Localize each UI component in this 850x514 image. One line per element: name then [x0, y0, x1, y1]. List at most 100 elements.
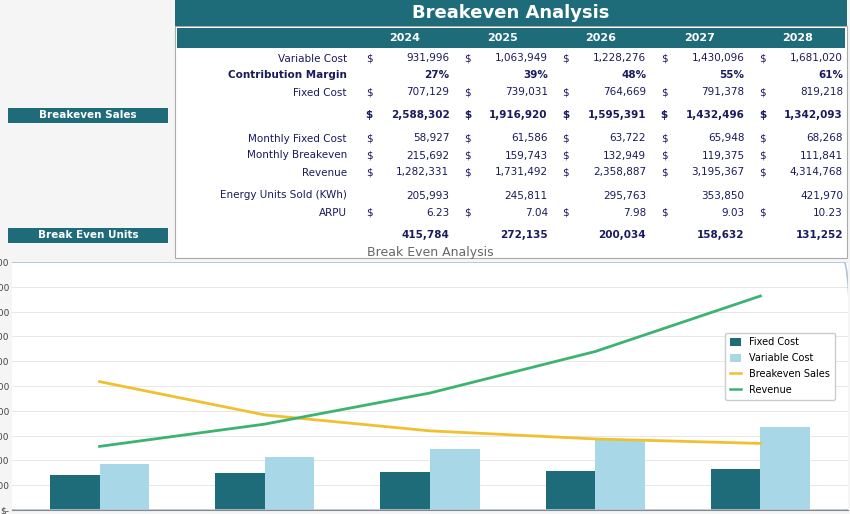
- Text: 27%: 27%: [424, 70, 450, 81]
- Text: 205,993: 205,993: [406, 191, 450, 200]
- Text: $: $: [661, 134, 667, 143]
- Text: 415,784: 415,784: [401, 230, 450, 241]
- Text: $: $: [661, 208, 667, 217]
- Text: Revenue: Revenue: [302, 168, 347, 177]
- Text: 200,034: 200,034: [598, 230, 646, 241]
- Text: ARPU: ARPU: [319, 208, 347, 217]
- Breakeven Sales: [94, 378, 105, 384]
- Text: 1,063,949: 1,063,949: [495, 53, 547, 64]
- Bar: [430, 449, 479, 510]
- Text: 819,218: 819,218: [800, 87, 843, 98]
- Text: 131,252: 131,252: [796, 230, 843, 241]
- Text: 6.23: 6.23: [426, 208, 450, 217]
- Text: $: $: [464, 151, 471, 160]
- Text: 9.03: 9.03: [722, 208, 745, 217]
- Text: 3,195,367: 3,195,367: [691, 168, 745, 177]
- Bar: [761, 427, 810, 510]
- Text: 739,031: 739,031: [505, 87, 547, 98]
- Text: 63,722: 63,722: [609, 134, 646, 143]
- Text: 68,268: 68,268: [807, 134, 843, 143]
- Text: $: $: [563, 134, 570, 143]
- Text: 421,970: 421,970: [800, 191, 843, 200]
- Title: Break Even Analysis: Break Even Analysis: [366, 246, 493, 260]
- Revenue: [94, 443, 105, 449]
- Breakeven Sales: [756, 440, 766, 447]
- Text: 61%: 61%: [818, 70, 843, 81]
- Text: $: $: [759, 111, 766, 120]
- Text: 791,378: 791,378: [701, 87, 745, 98]
- Text: $: $: [464, 111, 471, 120]
- Text: 1,432,496: 1,432,496: [686, 111, 745, 120]
- Text: $: $: [661, 87, 667, 98]
- Text: 10.23: 10.23: [813, 208, 843, 217]
- Text: 65,948: 65,948: [708, 134, 745, 143]
- Text: 1,681,020: 1,681,020: [790, 53, 843, 64]
- Text: Monthly Breakeven: Monthly Breakeven: [246, 151, 347, 160]
- Bar: [595, 439, 645, 510]
- Revenue: [260, 421, 270, 427]
- Text: $: $: [366, 87, 372, 98]
- Text: $: $: [464, 208, 471, 217]
- Text: $: $: [366, 53, 372, 64]
- Text: 1,342,093: 1,342,093: [785, 111, 843, 120]
- Revenue: [425, 390, 435, 396]
- Text: 4,314,768: 4,314,768: [790, 168, 843, 177]
- Text: $: $: [660, 111, 668, 120]
- Bar: [50, 475, 99, 510]
- Text: Break Even Units: Break Even Units: [37, 230, 139, 241]
- Text: 931,996: 931,996: [406, 53, 450, 64]
- Breakeven Sales: [260, 412, 270, 418]
- Text: $: $: [759, 134, 766, 143]
- Bar: [215, 473, 265, 510]
- Text: 272,135: 272,135: [500, 230, 547, 241]
- Bar: [177, 28, 845, 48]
- Breakeven Sales: [590, 436, 600, 442]
- Bar: [711, 469, 761, 510]
- Text: $: $: [563, 151, 570, 160]
- Text: 1,731,492: 1,731,492: [495, 168, 547, 177]
- Text: Fixed Cost: Fixed Cost: [293, 87, 347, 98]
- Text: 2025: 2025: [487, 33, 518, 43]
- Bar: [546, 471, 595, 510]
- Text: $: $: [366, 168, 372, 177]
- Text: 2028: 2028: [782, 33, 813, 43]
- Text: 353,850: 353,850: [701, 191, 745, 200]
- Text: $: $: [661, 151, 667, 160]
- Bar: [175, 26, 847, 258]
- Text: $: $: [759, 168, 766, 177]
- Text: 2027: 2027: [684, 33, 715, 43]
- Text: $: $: [366, 134, 372, 143]
- Bar: [8, 228, 168, 243]
- Text: $: $: [661, 168, 667, 177]
- Text: $: $: [562, 111, 570, 120]
- Text: $: $: [464, 53, 471, 64]
- Text: $: $: [464, 87, 471, 98]
- Revenue: [756, 293, 766, 299]
- Text: 159,743: 159,743: [505, 151, 547, 160]
- Text: 111,841: 111,841: [800, 151, 843, 160]
- Text: 707,129: 707,129: [406, 87, 450, 98]
- Text: 1,228,276: 1,228,276: [593, 53, 646, 64]
- Text: $: $: [563, 87, 570, 98]
- Text: 215,692: 215,692: [406, 151, 450, 160]
- Bar: [99, 464, 149, 510]
- Text: $: $: [563, 208, 570, 217]
- Text: $: $: [563, 168, 570, 177]
- Text: Contribution Margin: Contribution Margin: [228, 70, 347, 81]
- Text: 2024: 2024: [388, 33, 420, 43]
- Text: 2,358,887: 2,358,887: [593, 168, 646, 177]
- Text: 39%: 39%: [523, 70, 547, 81]
- Text: Variable Cost: Variable Cost: [278, 53, 347, 64]
- Text: 132,949: 132,949: [603, 151, 646, 160]
- Text: $: $: [759, 87, 766, 98]
- Breakeven Sales: [425, 428, 435, 434]
- Text: 7.04: 7.04: [524, 208, 547, 217]
- Text: $: $: [759, 151, 766, 160]
- Text: 61,586: 61,586: [512, 134, 547, 143]
- Text: 158,632: 158,632: [697, 230, 745, 241]
- Legend: Fixed Cost, Variable Cost, Breakeven Sales, Revenue: Fixed Cost, Variable Cost, Breakeven Sal…: [725, 333, 835, 400]
- Revenue: [590, 348, 600, 355]
- Text: 119,375: 119,375: [701, 151, 745, 160]
- Text: 1,916,920: 1,916,920: [490, 111, 547, 120]
- Text: Breakeven Analysis: Breakeven Analysis: [412, 4, 609, 22]
